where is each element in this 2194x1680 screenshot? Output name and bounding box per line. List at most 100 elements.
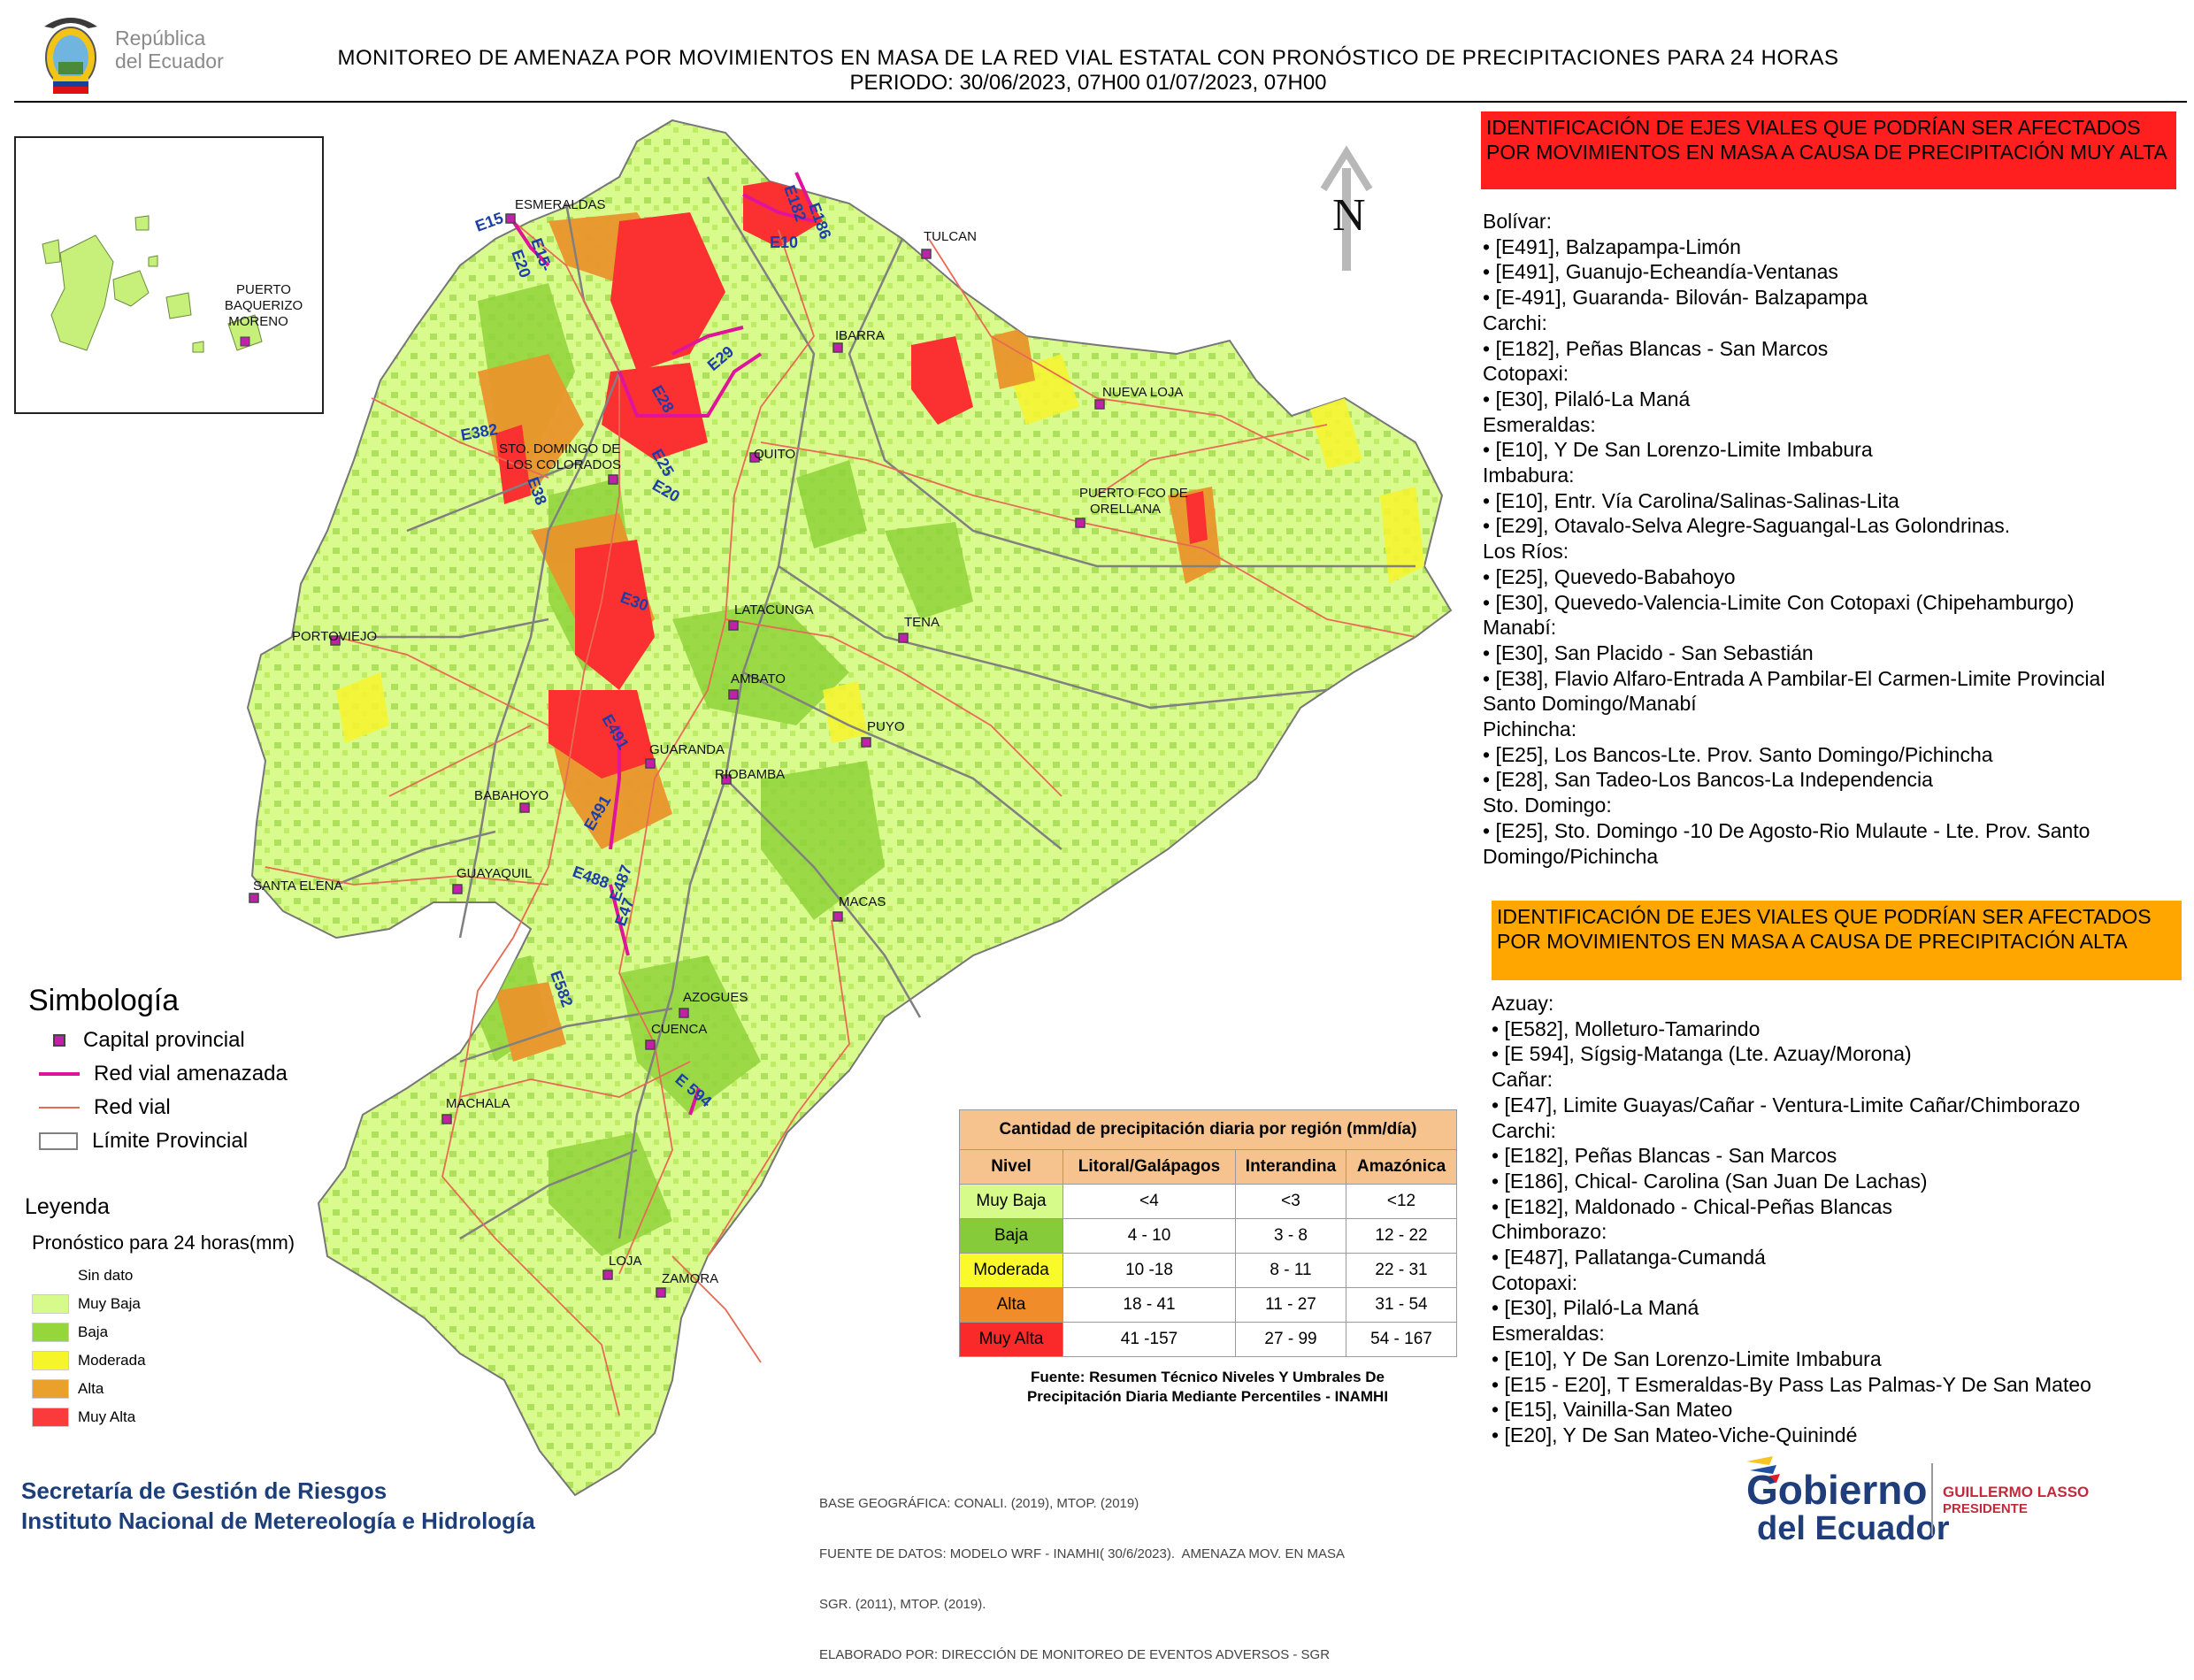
capital-marker-icon bbox=[728, 620, 739, 631]
leyenda-title: Leyenda bbox=[25, 1194, 110, 1219]
ecuador-map: E15 E20 E15- E182 E186 E10 E29 E28 E382 … bbox=[247, 119, 1452, 1496]
road-list-line: Cotopaxi: bbox=[1492, 1270, 1578, 1294]
table-cell-level: Alta bbox=[959, 1287, 1063, 1323]
city-label: CUENCA bbox=[651, 1022, 707, 1037]
road-list-line: • [E30], Pilaló-La Maná bbox=[1492, 1296, 1699, 1320]
table-cell-level: Moderada bbox=[959, 1253, 1063, 1288]
credits-line: FUENTE DE DATOS: MODELO WRF - INAMHI( 30… bbox=[819, 1546, 1346, 1561]
road-list-line: Domingo/Pichincha bbox=[1483, 844, 1659, 868]
threatened-roads bbox=[511, 172, 816, 1116]
city-label: LOJA bbox=[609, 1254, 642, 1269]
road-list-line: • [E 594], Sígsig-Matanga (Lte. Azuay/Mo… bbox=[1492, 1042, 1912, 1066]
road-list-line: Esmeraldas: bbox=[1483, 412, 1596, 436]
simbologia-limit: Límite Provincial bbox=[39, 1129, 248, 1154]
simbologia-capital: Capital provincial bbox=[53, 1028, 245, 1053]
capital-markers bbox=[249, 213, 1105, 1298]
road-list-line: Bolívar: bbox=[1483, 210, 1552, 233]
capital-marker-icon bbox=[749, 452, 760, 463]
header-divider bbox=[14, 101, 2187, 103]
table-row: Alta 18 - 41 11 - 27 31 - 54 bbox=[959, 1287, 1457, 1323]
legend-swatch bbox=[32, 1351, 69, 1370]
simbologia-label: Red vial bbox=[94, 1095, 171, 1119]
table-cell: 12 - 22 bbox=[1346, 1218, 1457, 1254]
road-list-line: • [E10], Entr. Vía Carolina/Salinas-Sali… bbox=[1483, 488, 1899, 512]
city-label: ESMERALDAS bbox=[515, 197, 606, 212]
table-header: Nivel bbox=[959, 1149, 1063, 1185]
republic-logo-text: República del Ecuador bbox=[115, 27, 224, 73]
table-source-line: Fuente: Resumen Técnico Niveles Y Umbral… bbox=[1031, 1369, 1385, 1385]
credits-line: BASE GEOGRÁFICA: CONALI. (2019), MTOP. (… bbox=[819, 1496, 1139, 1511]
muy-alta-road-list: Bolívar: • [E491], Balzapampa-Limón • [E49… bbox=[1483, 209, 2105, 869]
road-list-line: • [E182], Peñas Blancas - San Marcos bbox=[1492, 1144, 1837, 1168]
map-title: MONITOREO DE AMENAZA POR MOVIMIENTOS EN … bbox=[337, 46, 1839, 70]
road-list-line: Santo Domingo/Manabí bbox=[1483, 692, 1697, 716]
road-label: E15 bbox=[473, 209, 506, 235]
leyenda-item: Muy Baja bbox=[32, 1290, 146, 1318]
road-list-line: • [E182], Maldonado - Chical-Peñas Blanc… bbox=[1492, 1194, 1892, 1218]
table-cell: 54 - 167 bbox=[1346, 1322, 1457, 1357]
table-cell: 8 - 11 bbox=[1235, 1253, 1346, 1288]
inset-label: MORENO bbox=[228, 314, 288, 329]
gov-text: Gobierno bbox=[1746, 1467, 1927, 1513]
road-list-line: • [E-491], Guaranda- Bilován- Balzapampa bbox=[1483, 286, 1868, 310]
legend-label: Sin dato bbox=[78, 1267, 134, 1284]
legend-label: Baja bbox=[78, 1323, 109, 1340]
road-list-line: Carchi: bbox=[1492, 1118, 1556, 1142]
leyenda-list: Sin dato Muy Baja Baja Moderada Alta Muy… bbox=[32, 1262, 146, 1431]
city-label: SANTA ELENA bbox=[253, 878, 342, 894]
legend-label: Alta bbox=[78, 1380, 104, 1397]
road-list-line: • [E30], San Placido - San Sebastián bbox=[1483, 641, 1814, 664]
provincial-limit-icon bbox=[39, 1132, 78, 1150]
inset-label: BAQUERIZO bbox=[225, 298, 303, 313]
coat-of-arms-icon bbox=[44, 18, 97, 94]
capital-marker-icon bbox=[505, 213, 516, 224]
road-list-line: • [E582], Molleturo-Tamarindo bbox=[1492, 1016, 1761, 1040]
muy-alta-panel-title: IDENTIFICACIÓN DE EJES VIALES QUE PODRÍA… bbox=[1481, 111, 2176, 189]
capital-marker-icon bbox=[861, 737, 871, 748]
capital-marker-icon bbox=[240, 336, 250, 347]
table-cell-level: Muy Baja bbox=[959, 1184, 1063, 1219]
muy-alta-patches bbox=[495, 177, 1208, 779]
north-label: N bbox=[1332, 190, 1366, 241]
road-list-line: Carchi: bbox=[1483, 311, 1547, 334]
road-list-line: Azuay: bbox=[1492, 992, 1554, 1015]
road-list-line: • [E30], Pilaló-La Maná bbox=[1483, 387, 1691, 410]
credits-line: ELABORADO POR: DIRECCIÓN DE MONITOREO DE… bbox=[819, 1647, 1331, 1662]
galapagos-inset: PUERTO BAQUERIZO MORENO bbox=[14, 136, 324, 414]
footer-organizations: Secretaría de Gestión de Riesgos Institu… bbox=[21, 1476, 535, 1536]
table-source-line: Precipitación Diaria Mediante Percentile… bbox=[1026, 1388, 1389, 1405]
legend-label: Muy Baja bbox=[78, 1295, 141, 1312]
capital-marker-icon bbox=[519, 802, 530, 813]
threatened-road-line-icon bbox=[39, 1072, 80, 1076]
road-list-line: • [E25], Quevedo-Babahoyo bbox=[1483, 564, 1736, 588]
gobierno-logo-icon: Gobierno del Ecuador GUILLERMO LASSO PRE… bbox=[1746, 1456, 2089, 1547]
road-line-icon bbox=[39, 1107, 80, 1108]
city-label: STO. DOMINGO DE bbox=[499, 441, 620, 456]
city-label: TENA bbox=[904, 615, 940, 630]
road-list-line: • [E491], Balzapampa-Limón bbox=[1483, 234, 1741, 258]
table-cell: 41 -157 bbox=[1062, 1322, 1236, 1357]
leyenda-item: Alta bbox=[32, 1375, 146, 1403]
road-list-line: • [E25], Los Bancos-Lte. Prov. Santo Dom… bbox=[1483, 742, 1993, 766]
capital-marker-icon bbox=[656, 1287, 666, 1298]
road-list-line: • [E30], Quevedo-Valencia-Limite Con Cot… bbox=[1483, 590, 2075, 614]
capital-marker-icon bbox=[452, 884, 463, 894]
table-cell: <12 bbox=[1346, 1184, 1457, 1219]
table-row: Muy Baja <4 <3 <12 bbox=[959, 1184, 1457, 1219]
capital-marker-icon bbox=[728, 689, 739, 700]
table-cell: 4 - 10 bbox=[1062, 1218, 1236, 1254]
capital-marker-icon bbox=[832, 342, 843, 353]
table-row: Moderada 10 -18 8 - 11 22 - 31 bbox=[959, 1253, 1457, 1288]
capital-marker-icon bbox=[441, 1114, 452, 1124]
road-list-line: • [E25], Sto. Domingo -10 De Agosto-Rio … bbox=[1483, 818, 2090, 842]
simbologia-title: Simbología bbox=[28, 984, 180, 1017]
capital-marker-icon bbox=[608, 474, 618, 485]
city-label: PUERTO FCO DE bbox=[1079, 486, 1188, 501]
road-list-line: Manabí: bbox=[1483, 616, 1557, 640]
road-list-line: • [E28], San Tadeo-Los Bancos-La Indepen… bbox=[1483, 768, 1933, 792]
city-label: MACAS bbox=[839, 894, 886, 909]
city-label: QUITO bbox=[754, 447, 795, 462]
city-label: LOS COLORADOS bbox=[506, 457, 621, 472]
table-header: Interandina bbox=[1235, 1149, 1346, 1185]
table-cell: <4 bbox=[1062, 1184, 1236, 1219]
